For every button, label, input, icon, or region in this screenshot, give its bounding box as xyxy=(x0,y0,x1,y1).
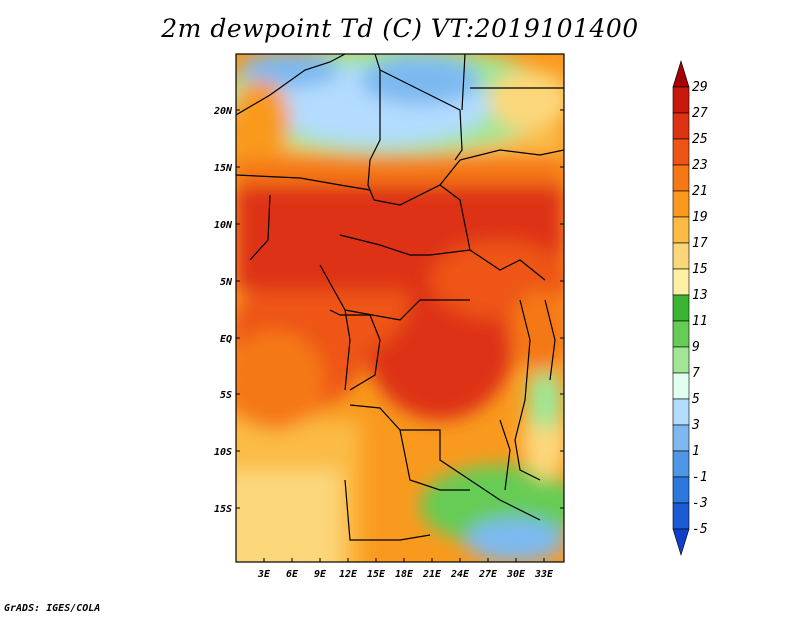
lat-label: 15N xyxy=(214,163,233,174)
lon-label: 18E xyxy=(395,569,414,580)
lon-label: 30E xyxy=(506,569,526,580)
lon-label: 6E xyxy=(286,569,299,580)
grads-credit: GrADS: IGES/COLA xyxy=(4,603,101,614)
colorbar-segment xyxy=(672,424,690,452)
colorbar-segment xyxy=(672,346,690,374)
colorbar-segment xyxy=(672,294,690,322)
lat-label: 5S xyxy=(220,390,232,401)
colorbar-segment xyxy=(672,86,690,114)
colorbar-segment xyxy=(672,528,690,557)
colorbar-segment xyxy=(672,59,690,88)
colorbar-label: 5 xyxy=(692,392,700,407)
colorbar-segment xyxy=(672,216,690,244)
colorbar-label: 15 xyxy=(692,262,708,277)
lat-label: EQ xyxy=(220,334,232,345)
colorbar-segment xyxy=(672,138,690,166)
lat-label: 15S xyxy=(214,504,232,515)
colorbar-segment xyxy=(672,450,690,478)
lat-label: 10S xyxy=(214,447,232,458)
lat-label: 20N xyxy=(213,106,233,117)
colorbar-segment xyxy=(672,242,690,270)
colorbar-segment xyxy=(672,372,690,400)
lat-labels: 20N 15N 10N 5N EQ 5S 10S 15S xyxy=(213,106,233,515)
colorbar-segment xyxy=(672,268,690,296)
dewpoint-field xyxy=(236,54,564,562)
colorbar-label: 27 xyxy=(692,106,708,121)
colorbar-label: -1 xyxy=(692,470,708,485)
colorbar-segment xyxy=(672,502,690,530)
lon-label: 21E xyxy=(422,569,442,580)
lon-label: 33E xyxy=(534,569,554,580)
lon-label: 27E xyxy=(478,569,498,580)
lon-label: 15E xyxy=(367,569,386,580)
colorbar-label: 23 xyxy=(692,158,708,173)
lon-label: 12E xyxy=(339,569,358,580)
colorbar-label: 7 xyxy=(692,366,700,381)
colorbar-label: -3 xyxy=(692,496,708,511)
map-frame xyxy=(235,53,565,563)
colorbar-label: 29 xyxy=(692,80,708,95)
colorbar-label: 11 xyxy=(692,314,708,329)
colorbar-segment xyxy=(672,164,690,192)
colorbar-segment xyxy=(672,320,690,348)
colorbar-label: 1 xyxy=(692,444,700,459)
colorbar-segment xyxy=(672,190,690,218)
lat-label: 5N xyxy=(220,277,233,288)
colorbar-segment xyxy=(672,112,690,140)
colorbar-label: 9 xyxy=(692,340,700,355)
lon-label: 9E xyxy=(314,569,327,580)
colorbar-label: 25 xyxy=(692,132,708,147)
colorbar-label: 19 xyxy=(692,210,708,225)
colorbar-label: -5 xyxy=(692,522,708,537)
lon-label: 24E xyxy=(450,569,470,580)
lat-ticks xyxy=(236,109,564,509)
lon-label: 3E xyxy=(257,569,271,580)
colorbar-label: 21 xyxy=(692,184,708,199)
colorbar-label: 13 xyxy=(692,288,708,303)
colorbar-label: 3 xyxy=(691,418,700,433)
country-borders xyxy=(236,54,564,541)
colorbar-segment xyxy=(672,476,690,504)
lat-label: 10N xyxy=(214,220,233,231)
colorbar xyxy=(672,59,690,557)
chart-title: 2m dewpoint Td (C) VT:2019101400 xyxy=(161,14,639,43)
colorbar-label: 17 xyxy=(692,236,708,251)
lon-labels: 3E 6E 9E 12E 15E 18E 21E 24E 27E 30E 33E xyxy=(257,569,554,580)
colorbar-segment xyxy=(672,398,690,426)
colorbar-labels: 29 27 25 23 21 19 17 15 13 11 9 7 5 3 1 … xyxy=(691,80,708,537)
lon-ticks xyxy=(263,558,545,562)
